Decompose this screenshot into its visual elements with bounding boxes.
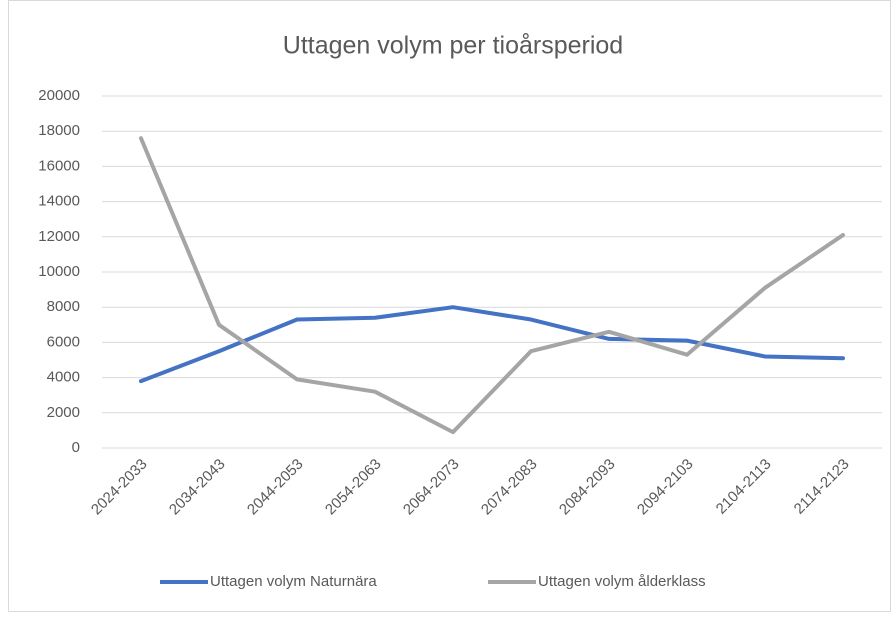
y-tick-label: 8000 (47, 298, 80, 315)
y-tick-label: 2000 (47, 404, 80, 421)
y-tick-label: 14000 (38, 193, 80, 210)
y-tick-label: 18000 (38, 122, 80, 139)
y-tick-label: 0 (72, 439, 80, 456)
y-tick-label: 16000 (38, 157, 80, 174)
chart-title: Uttagen volym per tioårsperiod (283, 32, 623, 60)
y-tick-label: 20000 (38, 87, 80, 104)
y-tick-label: 12000 (38, 228, 80, 245)
legend-label: Uttagen volym Naturnära (210, 573, 377, 590)
y-tick-label: 4000 (47, 369, 80, 386)
series-line (139, 136, 845, 435)
y-tick-label: 6000 (47, 333, 80, 350)
series-line (139, 305, 845, 384)
y-tick-label: 10000 (38, 263, 80, 280)
legend-label: Uttagen volym ålderklass (538, 573, 706, 590)
